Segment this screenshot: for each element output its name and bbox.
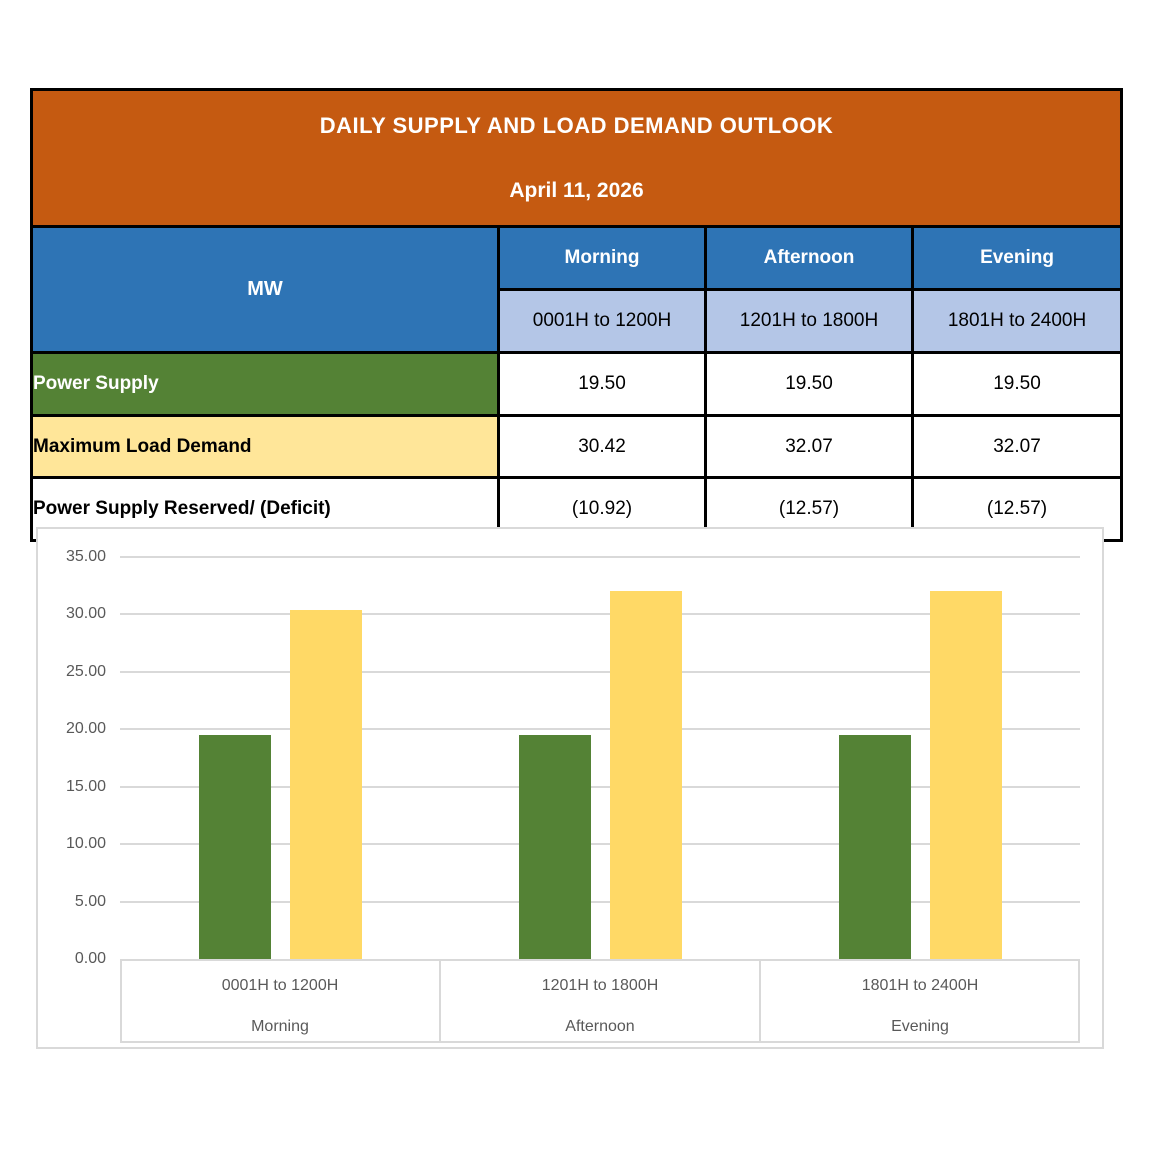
bar-maximum-load-demand [609, 590, 682, 959]
category-axis-box [120, 959, 1080, 1043]
gridline [120, 670, 1080, 673]
power-supply-afternoon: 19.50 [704, 351, 914, 417]
category-axis-separator [759, 959, 761, 1043]
bar-power-supply [518, 735, 591, 959]
gridline [120, 613, 1080, 616]
gridline [120, 728, 1080, 731]
row-label-power-supply: Power Supply [30, 351, 500, 417]
gridline [120, 556, 1080, 558]
y-axis-tick-label: 5.00 [74, 892, 106, 910]
max-load-evening: 32.07 [910, 414, 1124, 479]
x-axis-hours-label: 1201H to 1800H [541, 977, 659, 994]
y-axis-tick-label: 10.00 [65, 835, 106, 853]
table-row: Power Supply 19.50 19.50 19.50 [30, 351, 1124, 417]
row-label-max-load-demand: Maximum Load Demand [30, 414, 500, 479]
period-header-morning: Morning [497, 225, 707, 291]
x-axis-period-label: Evening [891, 1018, 949, 1035]
bar-maximum-load-demand [929, 590, 1002, 959]
outlook-table: DAILY SUPPLY AND LOAD DEMAND OUTLOOK Apr… [29, 88, 1124, 542]
category-axis-separator [439, 959, 441, 1043]
table-title-cell: DAILY SUPPLY AND LOAD DEMAND OUTLOOK Apr… [29, 88, 1124, 228]
unit-header-cell: MW [30, 225, 500, 354]
y-axis-tick-label: 35.00 [65, 548, 106, 565]
period-header-evening: Evening [910, 225, 1124, 291]
gridline [120, 900, 1080, 903]
power-supply-morning: 19.50 [497, 351, 707, 417]
bar-power-supply [838, 735, 911, 959]
bar-maximum-load-demand [289, 609, 362, 959]
y-axis-tick-label: 30.00 [65, 605, 106, 623]
power-supply-evening: 19.50 [910, 351, 1124, 417]
table-row: Maximum Load Demand 30.42 32.07 32.07 [30, 414, 1124, 479]
max-load-afternoon: 32.07 [704, 414, 914, 479]
x-axis-period-label: Morning [251, 1018, 309, 1035]
gridline [120, 785, 1080, 788]
y-axis-tick-label: 20.00 [65, 720, 106, 738]
x-axis-hours-label: 0001H to 1200H [221, 977, 339, 994]
y-axis-tick-label: 25.00 [65, 662, 106, 680]
table-date: April 11, 2026 [509, 179, 644, 202]
x-axis-hours-label: 1801H to 2400H [861, 977, 979, 994]
hours-header-morning: 0001H to 1200H [497, 288, 707, 354]
max-load-morning: 30.42 [497, 414, 707, 479]
supply-demand-bar-chart: 0.00 5.00 10.00 15.00 20.00 25.00 30.00 35.00 00… [36, 527, 1104, 1049]
y-axis-tick-label: 0.00 [74, 950, 106, 967]
hours-header-afternoon: 1201H to 1800H [704, 288, 914, 354]
x-axis-period-label: Afternoon [565, 1018, 635, 1035]
hours-header-evening: 1801H to 2400H [910, 288, 1124, 354]
bar-power-supply [198, 735, 271, 959]
table-title: DAILY SUPPLY AND LOAD DEMAND OUTLOOK [319, 113, 834, 138]
period-header-afternoon: Afternoon [704, 225, 914, 291]
y-axis-tick-label: 15.00 [65, 777, 106, 795]
gridline [120, 843, 1080, 846]
